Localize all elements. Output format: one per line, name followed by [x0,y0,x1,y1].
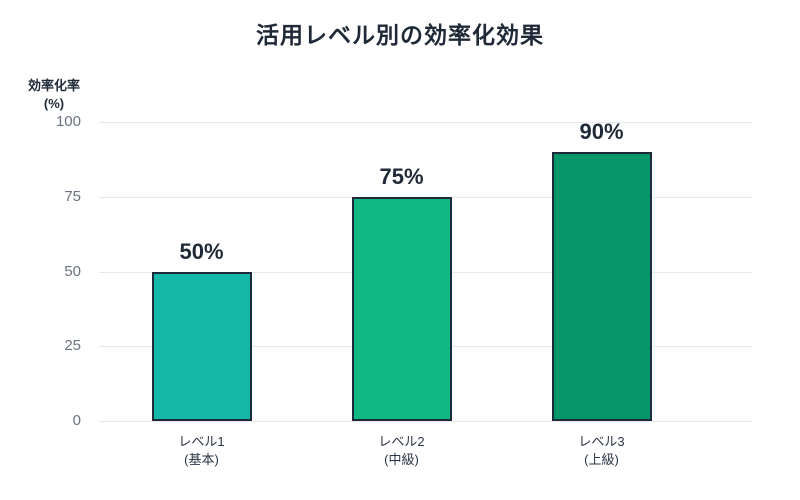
plot-area: 50% 75% 90% [99,118,752,422]
y-axis-label-text: 効率化率 [27,78,80,93]
y-axis-label: 効率化率 (%) [18,77,90,112]
x-category-label: レベル3 (上級) [522,433,682,468]
bar-value-label: 90% [579,118,624,144]
bar-レベル1 [151,271,252,421]
y-tick-label: 75 [64,187,81,205]
gridline [99,421,752,422]
x-category-main: レベル1 [178,434,225,449]
x-category-main: レベル2 [378,434,425,449]
bar-レベル3 [551,151,652,421]
y-tick-label: 25 [64,337,81,355]
y-axis-unit: (%) [43,95,65,111]
y-tick-label: 0 [72,412,81,429]
bar-value-label: 75% [379,163,424,189]
x-category-sub: (上級) [584,451,619,467]
x-category-label: レベル1 (基本) [122,433,282,468]
gridline [99,122,752,123]
x-category-main: レベル3 [578,434,625,449]
chart-title: 活用レベル別の効率化効果 [256,22,544,48]
y-tick-label: 100 [55,113,81,130]
x-category-label: レベル2 (中級) [322,433,482,468]
x-category-sub: (基本) [184,451,219,467]
bar-value-label: 50% [179,238,224,264]
y-tick-label: 50 [64,262,81,280]
bar-レベル2 [351,196,452,421]
x-category-sub: (中級) [384,451,419,467]
